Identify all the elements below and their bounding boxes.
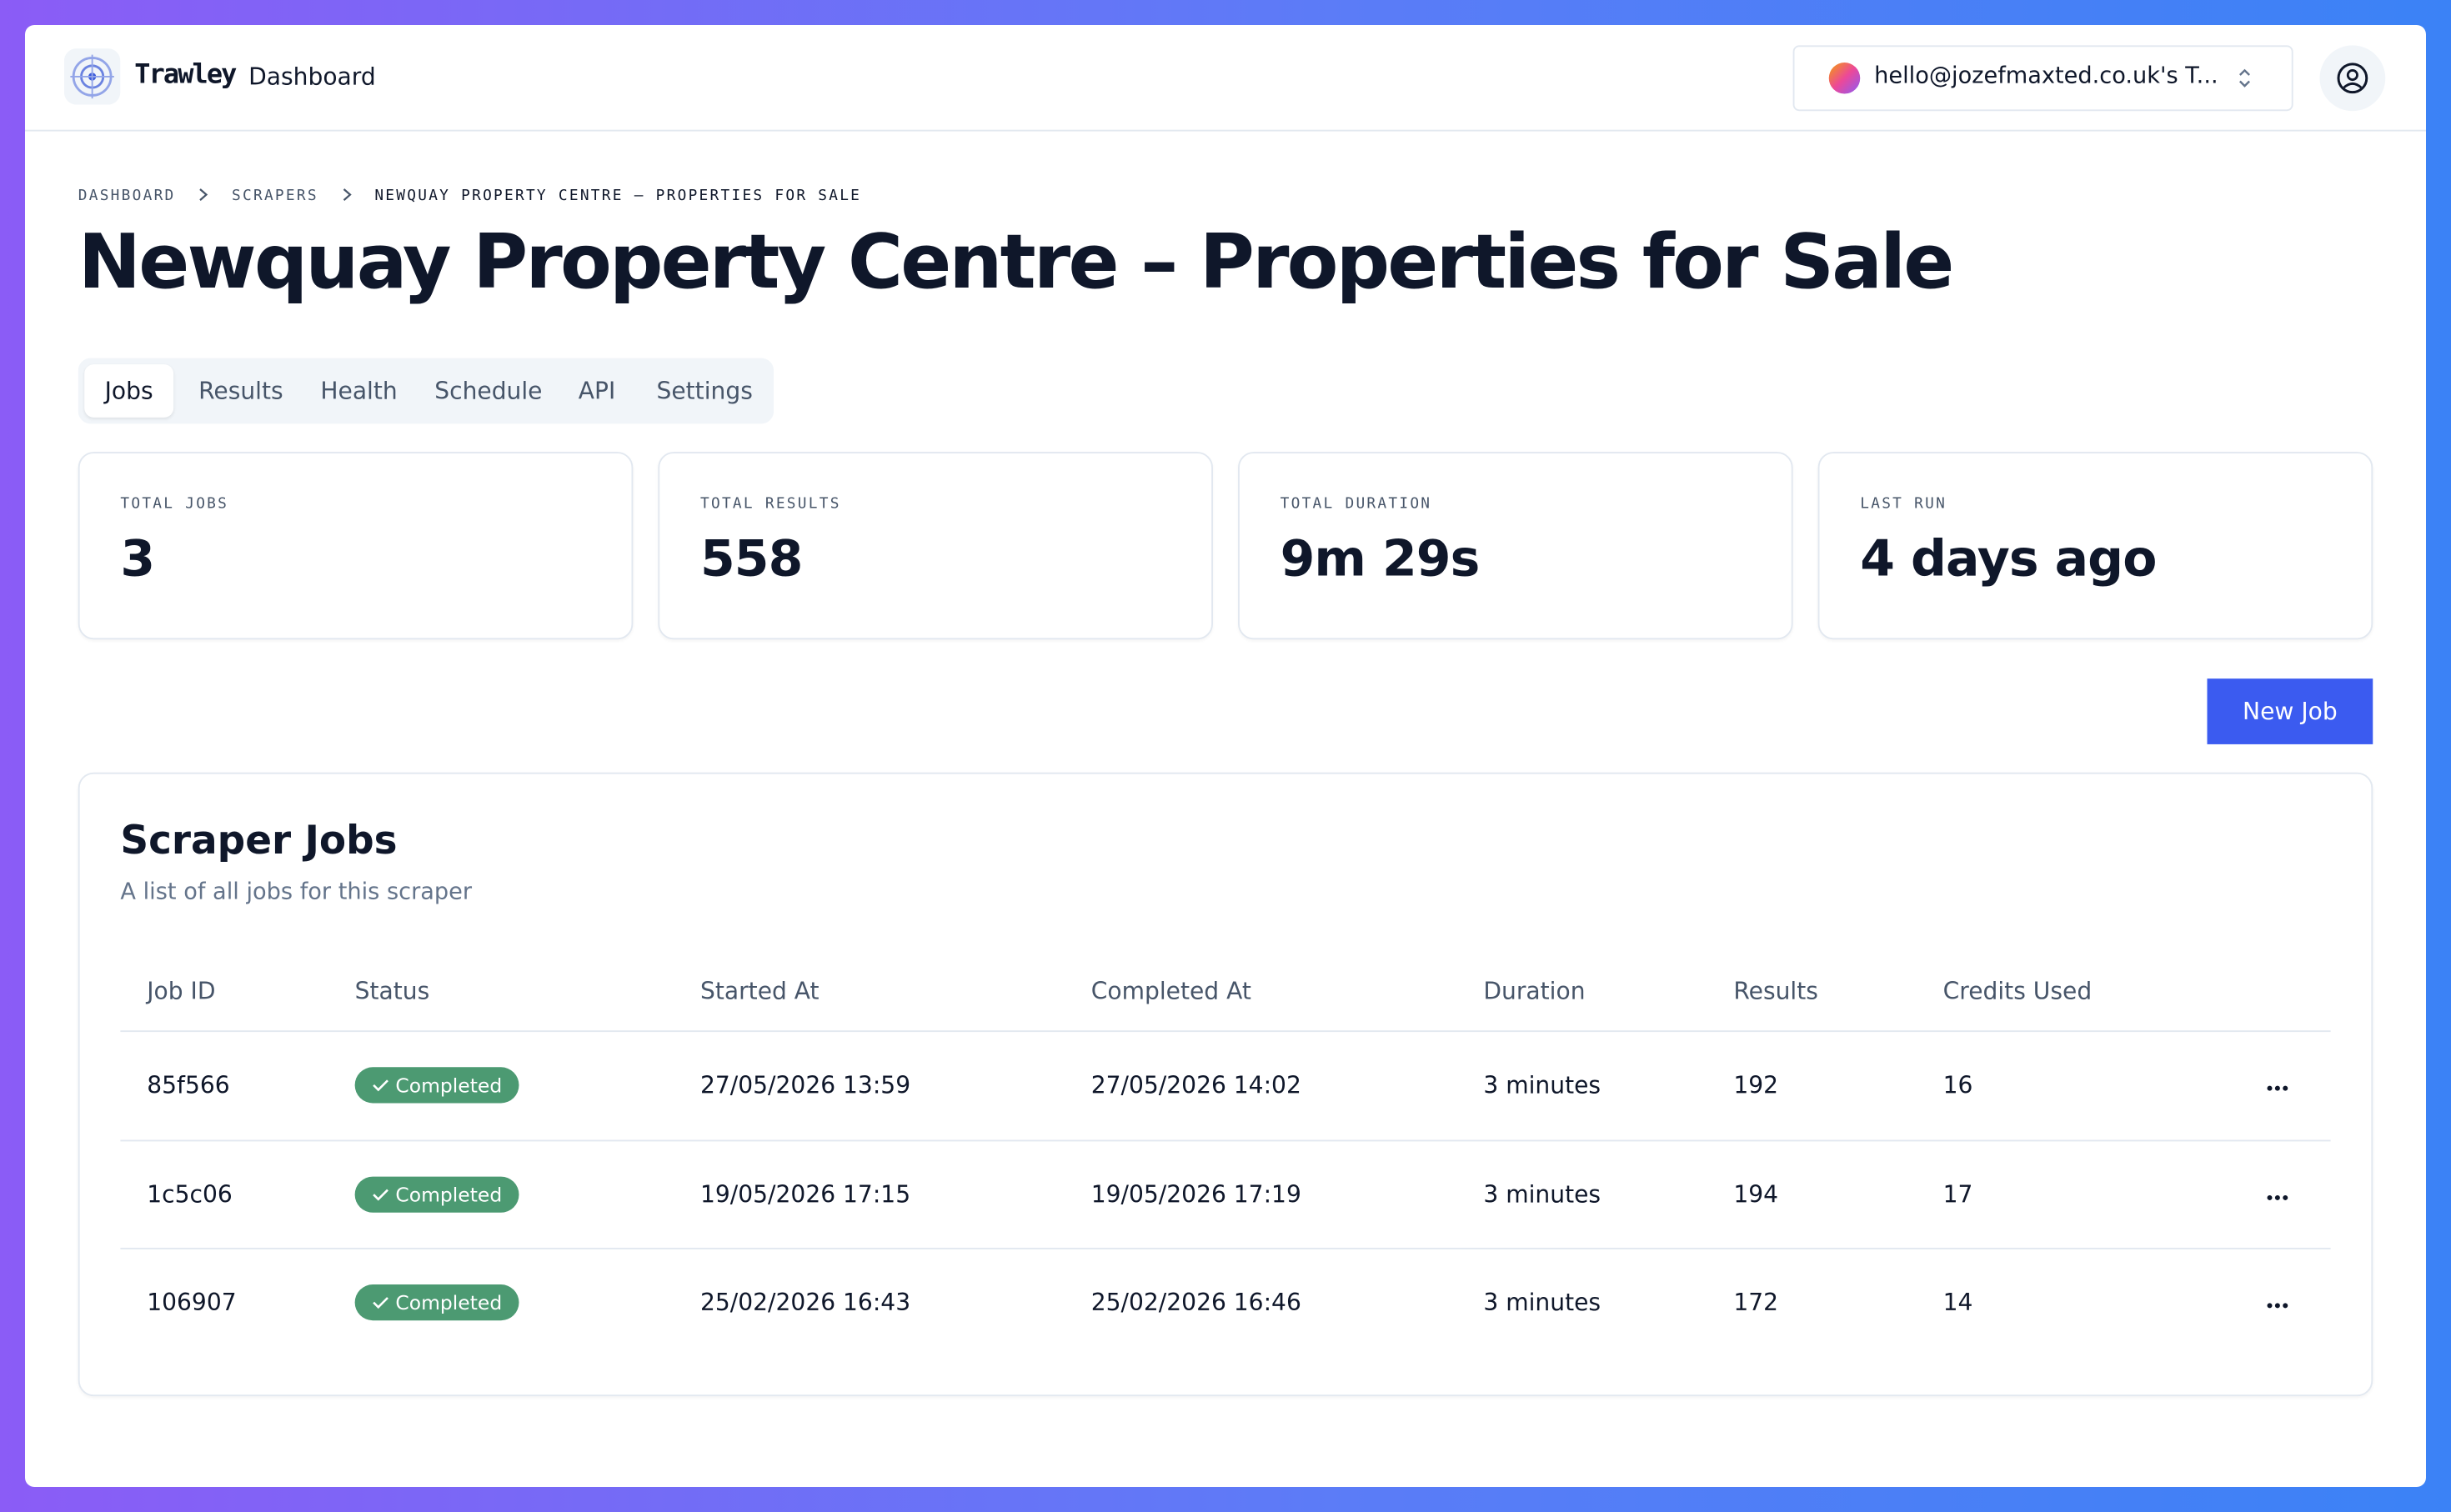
badge: Completed [354,1284,519,1321]
row-divider [120,1139,2331,1141]
tab[interactable]: Health [320,377,398,405]
row-divider [120,1247,2331,1249]
table-cell: 1c5c06 [147,1179,233,1209]
stat-value: 4 days ago [1860,528,2157,588]
badge: Completed [354,1175,519,1212]
brand: Trawley [134,59,237,91]
table-cell: 19/05/2026 17:15 [700,1179,911,1209]
stat-value: 3 [120,528,155,588]
tab[interactable]: Schedule [434,377,543,405]
table-cell: 14 [1942,1288,1973,1317]
stat-card: TOTAL RESULTS 558 [658,452,1213,640]
top-bar: Trawley Dashboard hello@jozefmaxted.co.u… [25,25,2426,132]
stat-label: LAST RUN [1860,495,1947,513]
row-actions[interactable] [2265,1071,2290,1099]
account-avatar [1828,63,1861,94]
user-menu[interactable] [2318,44,2388,113]
header-divider [120,1030,2331,1033]
table-cell: 3 minutes [1483,1179,1601,1209]
column-header: Credits Used [1942,977,2093,1006]
breadcrumb-item: NEWQUAY PROPERTY CENTRE – PROPERTIES FOR… [374,188,862,205]
column-header: Started At [700,977,820,1006]
table-cell: 17 [1942,1179,1973,1209]
table-cell: 194 [1733,1179,1779,1209]
table-cell: 27/05/2026 13:59 [700,1070,911,1099]
account-switcher[interactable]: hello@jozefmaxted.co.uk's T... [1792,45,2293,112]
row-actions[interactable] [2265,1289,2290,1317]
tab[interactable]: API [578,377,616,405]
table-cell: 19/05/2026 17:19 [1090,1179,1301,1209]
table-cell: 25/02/2026 16:46 [1090,1288,1301,1317]
column-header: Results [1733,977,1818,1006]
table-cell: 85f566 [147,1070,230,1099]
table-cell: 172 [1733,1288,1779,1317]
breadcrumb: DASHBOARD SCRAPERS NEWQUAY PROPERTY CENTRE… [78,188,861,207]
table-cell: 27/05/2026 14:02 [1090,1070,1301,1099]
badge: Completed [354,1067,519,1104]
panel-title: Scraper Jobs [120,818,398,864]
status-text: Completed [395,1073,503,1097]
stat-card: LAST RUN 4 days ago [1817,452,2373,640]
table-cell: 25/02/2026 16:43 [700,1288,911,1317]
row-actions[interactable] [2265,1179,2290,1208]
logo [63,48,121,105]
panel-subtitle: A list of all jobs for this scraper [120,880,473,906]
account-name: hello@jozefmaxted.co.uk's T... [1874,63,2218,89]
table-cell: 3 minutes [1483,1070,1601,1099]
status-badge: Completed [354,1175,519,1212]
stat-label: TOTAL RESULTS [700,495,841,513]
breadcrumb-separator [318,188,375,207]
tab-bar: Jobs Results Health Schedule API Settings [78,358,774,424]
stat-value: 558 [700,528,803,588]
column-header: Completed At [1090,977,1251,1006]
status-text: Completed [395,1182,503,1206]
breadcrumb-item[interactable]: SCRAPERS [232,188,318,205]
status-badge: Completed [354,1067,519,1104]
app-window: Trawley Dashboard hello@jozefmaxted.co.u… [25,25,2426,1487]
table-cell: 106907 [147,1288,237,1317]
chevrons [2239,68,2250,88]
column-header: Duration [1483,977,1586,1006]
column-header: Job ID [147,977,216,1006]
status-text: Completed [395,1290,503,1314]
tab[interactable]: Settings [656,377,753,405]
stat-label: TOTAL DURATION [1280,495,1432,513]
tab[interactable]: Results [198,377,283,405]
table-cell: 3 minutes [1483,1288,1601,1317]
page-title: Newquay Property Centre – Properties for… [78,218,1955,307]
stat-value: 9m 29s [1280,528,1481,588]
column-header: Status [354,977,430,1006]
status-badge: Completed [354,1284,519,1321]
jobs-panel: Scraper Jobs A list of all jobs for this… [78,772,2373,1397]
table-cell: 192 [1733,1070,1779,1099]
breadcrumb-separator [176,188,233,207]
table-cell: 16 [1942,1070,1973,1099]
stat-label: TOTAL JOBS [120,495,229,513]
stat-card: TOTAL JOBS 3 [78,452,634,640]
stat-card: TOTAL DURATION 9m 29s [1238,452,1793,640]
tab[interactable]: Jobs [84,364,174,418]
nav-link[interactable]: Dashboard [248,63,376,91]
breadcrumb-item[interactable]: DASHBOARD [78,188,176,205]
new-job-button[interactable]: New Job [2207,678,2373,744]
